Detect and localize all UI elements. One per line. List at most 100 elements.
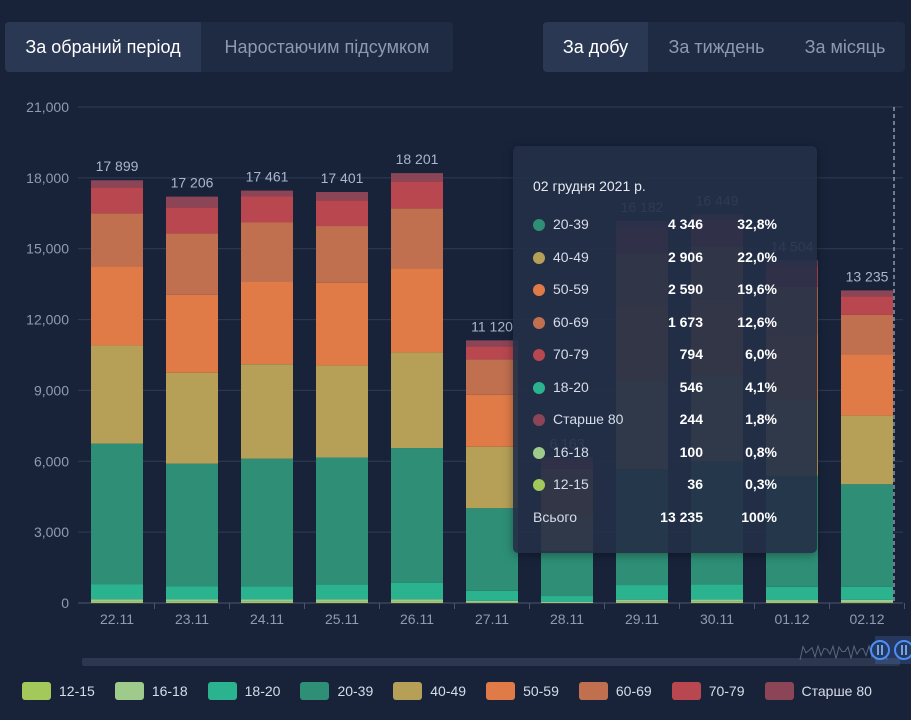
bar-segment[interactable] [91, 443, 143, 585]
bar-segment[interactable] [316, 599, 368, 602]
bar-segment[interactable] [391, 181, 443, 209]
bar-segment[interactable] [91, 599, 143, 602]
bar-segment[interactable] [166, 196, 218, 208]
bar-segment[interactable] [241, 190, 293, 197]
bar-segment[interactable] [91, 266, 143, 346]
bar-segment[interactable] [391, 582, 443, 600]
tab-monthly[interactable]: За місяць [804, 36, 886, 57]
bar-segment[interactable] [241, 364, 293, 459]
tab-cumulative[interactable]: Наростаючим підсумком [224, 36, 430, 57]
bar-segment[interactable] [166, 372, 218, 464]
interval-tabs: За добу За тиждень За місяць [543, 22, 905, 72]
bar-segment[interactable] [241, 599, 293, 602]
bar-segment[interactable] [166, 601, 218, 603]
bar-segment[interactable] [841, 314, 893, 355]
bar-segment[interactable] [766, 601, 818, 603]
bar-segment[interactable] [691, 599, 743, 602]
legend-item[interactable]: 12-15 [22, 682, 95, 700]
bar-segment[interactable] [316, 365, 368, 458]
bar-segment[interactable] [316, 282, 368, 366]
bar-segment[interactable] [91, 213, 143, 267]
bar-segment[interactable] [316, 192, 368, 201]
bar-segment[interactable] [316, 457, 368, 585]
bar-segment[interactable] [466, 590, 518, 601]
bar-segment[interactable] [541, 551, 593, 597]
bar-segment[interactable] [616, 599, 668, 602]
bar-segment[interactable] [466, 602, 518, 603]
bar-segment[interactable] [91, 601, 143, 603]
tooltip-row: 16-18 100 0,8% [513, 443, 817, 465]
legend-item[interactable]: 18-20 [207, 682, 280, 700]
bar-segment[interactable] [466, 600, 518, 603]
bar-segment[interactable] [766, 600, 818, 602]
bar-segment[interactable] [766, 586, 818, 601]
bar-segment[interactable] [841, 599, 893, 603]
bar-segment[interactable] [91, 180, 143, 188]
bar-segment[interactable] [316, 601, 368, 603]
bar-segment[interactable] [616, 601, 668, 603]
tab-selected-period[interactable]: За обраний період [5, 22, 201, 72]
bar-segment[interactable] [241, 601, 293, 603]
legend-item[interactable]: 16-18 [114, 682, 188, 700]
bar-segment[interactable] [91, 345, 143, 444]
bar-segment[interactable] [241, 222, 293, 282]
bar-segment[interactable] [166, 294, 218, 373]
bar-segment[interactable] [466, 508, 518, 591]
bar-segment[interactable] [166, 207, 218, 234]
bar-segment[interactable] [466, 346, 518, 360]
bar-segment[interactable] [91, 584, 143, 600]
bar-segment[interactable] [841, 602, 893, 603]
bar-segment[interactable] [841, 354, 893, 416]
bar-segment[interactable] [841, 290, 893, 297]
legend-item[interactable]: Старше 80 [764, 682, 872, 700]
bar-segment[interactable] [316, 584, 368, 600]
bar-segment[interactable] [466, 394, 518, 447]
bar-segment[interactable] [241, 458, 293, 587]
bar-segment[interactable] [841, 296, 893, 315]
bar-segment[interactable] [391, 173, 443, 182]
legend-item[interactable]: 60-69 [578, 682, 652, 700]
bar-segment[interactable] [841, 586, 893, 600]
bar-segment[interactable] [166, 586, 218, 600]
bar-segment[interactable] [841, 415, 893, 485]
bar-segment[interactable] [241, 281, 293, 365]
legend-item[interactable]: 70-79 [671, 682, 745, 700]
navigator-track[interactable] [82, 658, 900, 666]
bar-segment[interactable] [391, 601, 443, 603]
bar-segment[interactable] [241, 196, 293, 223]
bar-segment[interactable] [466, 359, 518, 395]
bar-segment[interactable] [241, 586, 293, 600]
bar-segment[interactable] [316, 200, 368, 227]
bar-segment[interactable] [466, 340, 518, 347]
bar-segment[interactable] [541, 601, 593, 603]
bar-segment[interactable] [466, 446, 518, 509]
y-tick-label: 21,000 [26, 99, 69, 115]
legend-label: 12-15 [59, 683, 95, 699]
tooltip-series-count: 244 [679, 411, 703, 427]
bar-segment[interactable] [391, 352, 443, 449]
bar-segment[interactable] [541, 596, 593, 602]
navigator-handle-left[interactable] [870, 640, 890, 660]
bar-segment[interactable] [391, 268, 443, 353]
bar-segment[interactable] [166, 463, 218, 587]
legend-item[interactable]: 50-59 [486, 682, 559, 700]
tooltip-series-percent: 22,0% [737, 248, 777, 265]
bar-segment[interactable] [166, 233, 218, 295]
bar-segment[interactable] [316, 226, 368, 283]
bar-segment[interactable] [691, 584, 743, 600]
navigator-handle-right[interactable] [894, 640, 911, 660]
tooltip-total-count: 13 235 [660, 508, 703, 525]
tab-daily[interactable]: За добу [543, 22, 648, 72]
bar-segment[interactable] [616, 585, 668, 600]
tab-weekly[interactable]: За тиждень [668, 36, 765, 57]
bar-segment[interactable] [166, 599, 218, 602]
bar-segment[interactable] [841, 484, 893, 587]
bar-segment[interactable] [691, 601, 743, 603]
x-tick-label: 24.11 [250, 611, 284, 627]
bar-segment[interactable] [391, 599, 443, 602]
legend-item[interactable]: 20-39 [300, 682, 373, 700]
bar-segment[interactable] [391, 208, 443, 269]
bar-segment[interactable] [391, 448, 443, 583]
legend-item[interactable]: 40-49 [393, 682, 466, 700]
bar-segment[interactable] [91, 187, 143, 214]
